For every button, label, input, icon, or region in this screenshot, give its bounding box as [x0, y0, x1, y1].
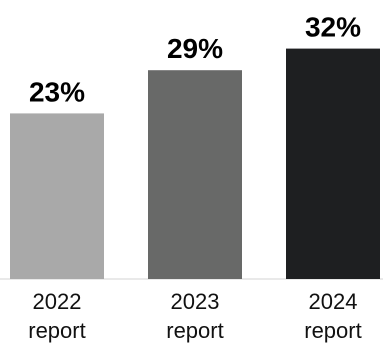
- value-label-2022: 23%: [29, 76, 85, 107]
- bar-2023: [148, 70, 242, 279]
- category-label-2024-line2: report: [304, 318, 361, 343]
- value-label-2024: 32%: [305, 12, 361, 43]
- value-label-2023: 29%: [167, 33, 223, 64]
- category-label-2023-line1: 2023: [171, 289, 220, 314]
- category-label-2023-line2: report: [166, 318, 223, 343]
- category-label-2022-line1: 2022: [33, 289, 82, 314]
- bar-2024: [286, 48, 380, 279]
- bar-2022: [10, 113, 104, 280]
- category-label-2024-line1: 2024: [309, 289, 358, 314]
- category-label-2022-line2: report: [28, 318, 85, 343]
